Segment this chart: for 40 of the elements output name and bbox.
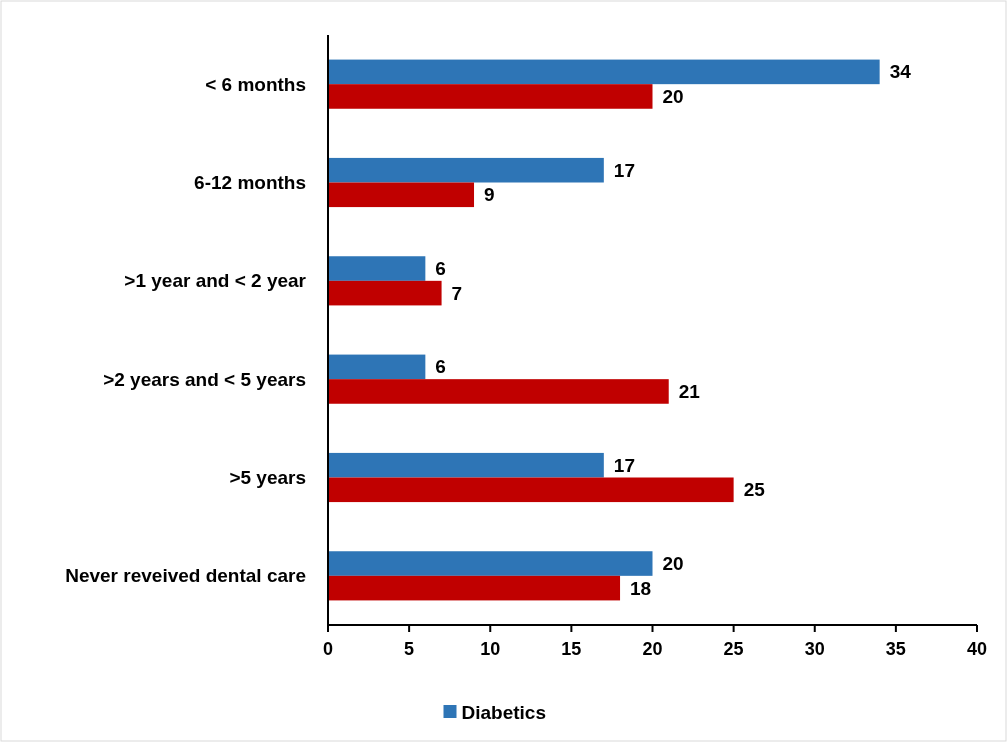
x-tick-label: 35	[885, 639, 906, 659]
bar	[328, 182, 475, 208]
data-label: 9	[484, 184, 495, 206]
y-tick-label: >5 years	[229, 467, 306, 488]
y-tick-label: >2 years and < 5 years	[103, 368, 306, 390]
bar	[328, 84, 653, 109]
data-label: 34	[889, 61, 912, 83]
data-label: 18	[630, 577, 652, 599]
data-label: 17	[613, 454, 635, 476]
data-label: 20	[662, 553, 684, 575]
bar	[328, 59, 880, 85]
x-tick-label: 0	[322, 639, 334, 659]
bar	[328, 551, 653, 576]
legend-label: Diabetics	[461, 701, 546, 723]
x-tick-label: 30	[804, 639, 825, 659]
y-tick-label: 6-12 months	[194, 172, 306, 193]
data-label: 25	[743, 479, 766, 501]
x-tick-label: 5	[404, 639, 415, 659]
bar	[328, 477, 734, 503]
data-label: 7	[451, 282, 463, 304]
x-tick-label: 25	[723, 639, 744, 659]
x-tick-label: 20	[642, 639, 663, 659]
data-label: 6	[435, 258, 446, 280]
x-tick-label: 40	[966, 639, 988, 659]
data-label: 6	[435, 356, 446, 378]
y-tick-label: Never reveived dental care	[65, 565, 306, 587]
bar	[328, 256, 426, 281]
bar	[328, 354, 426, 380]
x-tick-label: 15	[561, 639, 582, 659]
y-tick-label: < 6 months	[205, 73, 306, 95]
bar	[328, 157, 604, 183]
data-label: 17	[613, 159, 635, 181]
data-label: 21	[678, 380, 701, 402]
x-tick-label: 10	[480, 639, 501, 659]
data-label: 20	[662, 85, 684, 107]
y-tick-label: >1 year and < 2 year	[124, 270, 307, 292]
bar	[328, 452, 604, 478]
bar	[328, 379, 669, 404]
bar	[328, 575, 621, 601]
bar	[328, 280, 442, 306]
